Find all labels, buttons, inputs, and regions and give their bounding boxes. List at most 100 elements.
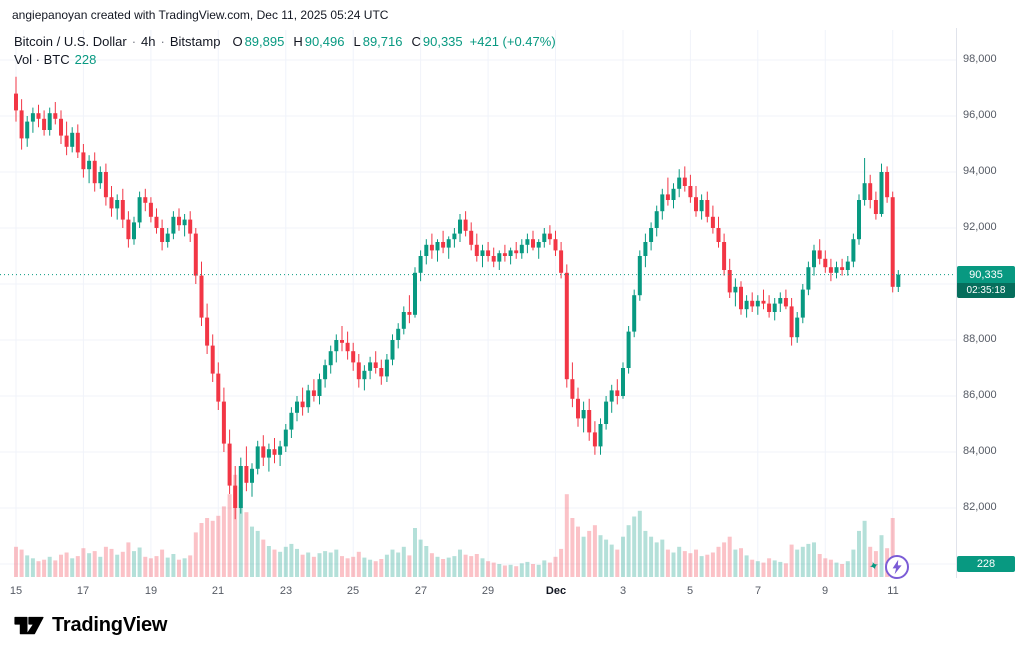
volume-bar — [182, 558, 187, 577]
candle-body — [598, 424, 603, 447]
candle-body — [795, 317, 800, 338]
flash-icon[interactable] — [884, 554, 910, 580]
candle-body — [289, 412, 294, 430]
volume-bar — [873, 551, 878, 577]
candle-body — [177, 216, 181, 226]
candle-body — [632, 295, 637, 332]
volume-bar — [351, 556, 356, 577]
candle-body — [458, 219, 462, 234]
volume-bar — [789, 544, 794, 577]
candle-body — [699, 200, 704, 212]
volume-bar — [845, 561, 850, 577]
candle-body — [199, 275, 204, 318]
separator-dot: · — [131, 34, 137, 49]
volume-bar — [705, 554, 710, 577]
volume-bar — [295, 548, 299, 577]
candle-body — [474, 244, 479, 256]
candle-body — [47, 113, 52, 130]
candle-body — [514, 250, 519, 254]
volume-bar — [30, 558, 35, 577]
candle-body — [828, 267, 833, 273]
volume-bar — [767, 558, 772, 577]
volume-bar — [109, 548, 114, 577]
volume-bar — [823, 558, 828, 577]
volume-bar — [862, 520, 867, 577]
volume-bar — [160, 549, 165, 577]
volume-bar — [171, 554, 176, 577]
time-axis-label: 21 — [211, 585, 225, 597]
volume-bar — [733, 549, 738, 577]
chart-legend: Bitcoin / U.S. Dollar · 4h · Bitstamp O 89,895… — [14, 33, 556, 68]
candle-body — [227, 443, 232, 486]
volume-axis-badge: 228 — [957, 556, 1015, 572]
volume-bar — [519, 563, 524, 577]
candle-body — [59, 118, 63, 136]
volume-bar — [739, 548, 743, 577]
volume-bar — [255, 530, 260, 577]
candle-body — [531, 239, 535, 248]
tradingview-logo[interactable]: TradingView — [14, 612, 167, 638]
candle-body — [778, 298, 783, 304]
volume-label: Vol · BTC — [14, 52, 70, 67]
volume-bar — [210, 520, 215, 577]
volume-bar — [632, 516, 637, 577]
volume-bar — [244, 512, 249, 577]
volume-bar — [744, 555, 749, 577]
symbol-title[interactable]: Bitcoin / U.S. Dollar — [14, 34, 127, 49]
low-value: 89,716 — [362, 34, 403, 49]
open-key: O — [232, 34, 243, 49]
volume-bar — [469, 556, 474, 577]
volume-bar — [761, 562, 766, 577]
candle-body — [210, 345, 215, 374]
candle-body — [694, 197, 698, 212]
candle-body — [216, 373, 221, 402]
exchange-label[interactable]: Bitstamp — [169, 34, 221, 49]
candle-body — [840, 267, 845, 270]
price-axis[interactable]: 98,00096,00094,00092,00090,00088,00086,0… — [956, 0, 1024, 605]
candle-body — [98, 172, 103, 184]
candle-body — [812, 250, 816, 268]
candle-body — [480, 250, 485, 256]
price-axis-label: 88,000 — [963, 333, 997, 345]
interval-label[interactable]: 4h — [141, 34, 156, 49]
volume-bar — [227, 494, 232, 577]
candle-body — [559, 250, 564, 273]
volume-bar — [278, 551, 283, 577]
volume-bar — [722, 542, 727, 577]
volume-bar — [272, 549, 277, 577]
volume-bar — [817, 554, 822, 577]
time-axis-label: 3 — [619, 585, 627, 597]
separator-dot: · — [160, 34, 165, 49]
candle-body — [896, 274, 901, 287]
candle-body — [755, 300, 760, 307]
tradingview-logo-icon — [14, 616, 44, 635]
candle-body — [30, 113, 35, 122]
candle-body — [64, 135, 69, 147]
candle-body — [373, 362, 378, 368]
volume-bar — [463, 554, 468, 577]
candle-body — [160, 228, 165, 242]
candle-body — [233, 485, 238, 508]
volume-bar — [148, 558, 153, 577]
volume-bar — [340, 556, 344, 577]
candle-body — [221, 401, 226, 444]
volume-bar — [649, 536, 654, 577]
lightning-bolt-icon — [885, 555, 909, 579]
time-axis-label: 5 — [686, 585, 694, 597]
volume-bar — [474, 554, 479, 577]
candle-body — [368, 362, 373, 371]
volume-bar — [334, 549, 339, 577]
candle-body — [845, 261, 850, 270]
candle-body — [542, 233, 547, 242]
volume-bar — [542, 560, 547, 577]
time-axis[interactable]: 15 17 19 21 23 25 27 29 Dec 3 5 7 9 11 — [0, 578, 1014, 604]
volume-bar — [654, 542, 659, 577]
candle-body — [328, 351, 333, 366]
candle-body — [463, 219, 468, 231]
volume-bar — [688, 553, 693, 577]
time-axis-label: 25 — [346, 585, 360, 597]
change-value: +421 (+0.47%) — [469, 34, 556, 49]
candle-body — [429, 244, 434, 251]
candle-body — [205, 317, 210, 346]
